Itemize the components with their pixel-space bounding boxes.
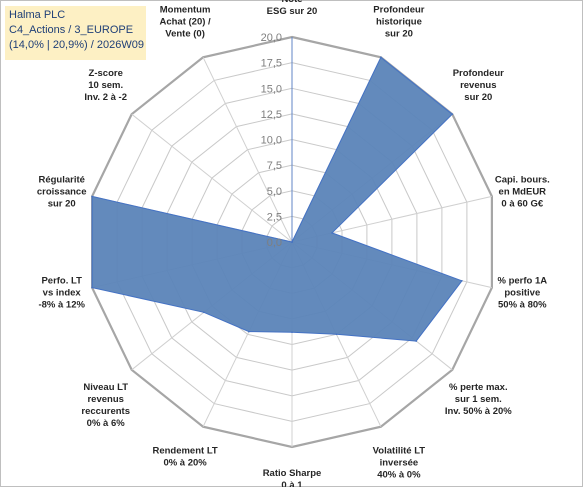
axis-label: Régularité croissance sur 20 <box>37 174 87 209</box>
data-point <box>91 286 93 289</box>
axis-label: Perfo. LT vs index -8% à 12% <box>38 276 85 311</box>
axis-label: Rendement LT 0% à 20% <box>152 445 217 468</box>
tick-label: 17,5 <box>261 58 282 70</box>
tick-label: 15,0 <box>261 83 282 95</box>
axis-spoke <box>202 57 293 243</box>
axis-spoke <box>131 113 293 243</box>
tick-label: 5,0 <box>267 186 282 198</box>
data-point <box>331 232 333 234</box>
data-point <box>291 331 293 334</box>
axis-label: Profondeur revenus sur 20 <box>453 68 504 103</box>
data-point <box>451 113 454 115</box>
data-point <box>461 280 463 282</box>
axis-label: Niveau LT revenus reccurents 0% à 6% <box>81 382 130 429</box>
axis-label: Z-score 10 sem. Inv. 2 à -2 <box>84 68 127 103</box>
axis-label: Profondeur historique sur 20 <box>373 5 424 40</box>
axis-label: NoteESG sur 20 <box>267 0 318 17</box>
chart-header: Halma PLC C4_Actions / 3_EUROPE (14,0% |… <box>5 6 146 60</box>
tick-label: 20,0 <box>261 32 282 44</box>
data-point <box>335 333 338 336</box>
series-area <box>91 56 463 342</box>
axis-label: Capi. bours. en MdEUR 0 à 60 G€ <box>495 174 550 209</box>
axis-label: Momentum Achat (20) / Vente (0) <box>159 5 211 40</box>
data-point <box>380 56 382 59</box>
radar-series <box>91 37 463 342</box>
company-name: Halma PLC <box>9 9 66 21</box>
axis-label: % perte max. sur 1 sem. Inv. 50% à 20% <box>445 382 512 417</box>
tick-label: 0,0 <box>267 237 282 249</box>
tick-label: 10,0 <box>261 135 282 147</box>
period-info: (14,0% | 20,9%) / 2026W09 <box>9 39 144 51</box>
axis-label: % perfo 1A positive 50% à 80% <box>497 276 547 311</box>
portfolio-path: C4_Actions / 3_EUROPE <box>9 24 134 36</box>
tick-label: 12,5 <box>261 109 282 121</box>
tick-label: 7,5 <box>267 160 282 172</box>
data-point <box>91 195 93 198</box>
axis-label: Ratio Sharpe 0 à 1 <box>263 468 322 487</box>
data-point <box>203 311 205 314</box>
tick-label: 2,5 <box>267 211 282 223</box>
radar-tick-labels: 0,0 2,5 5,0 7,5 10,0 12,5 15,0 17,5 20,0 <box>261 32 282 249</box>
axis-label: Volatilité LT inversée 40% à 0% <box>373 445 426 480</box>
data-point <box>415 340 418 342</box>
data-point <box>248 330 250 333</box>
